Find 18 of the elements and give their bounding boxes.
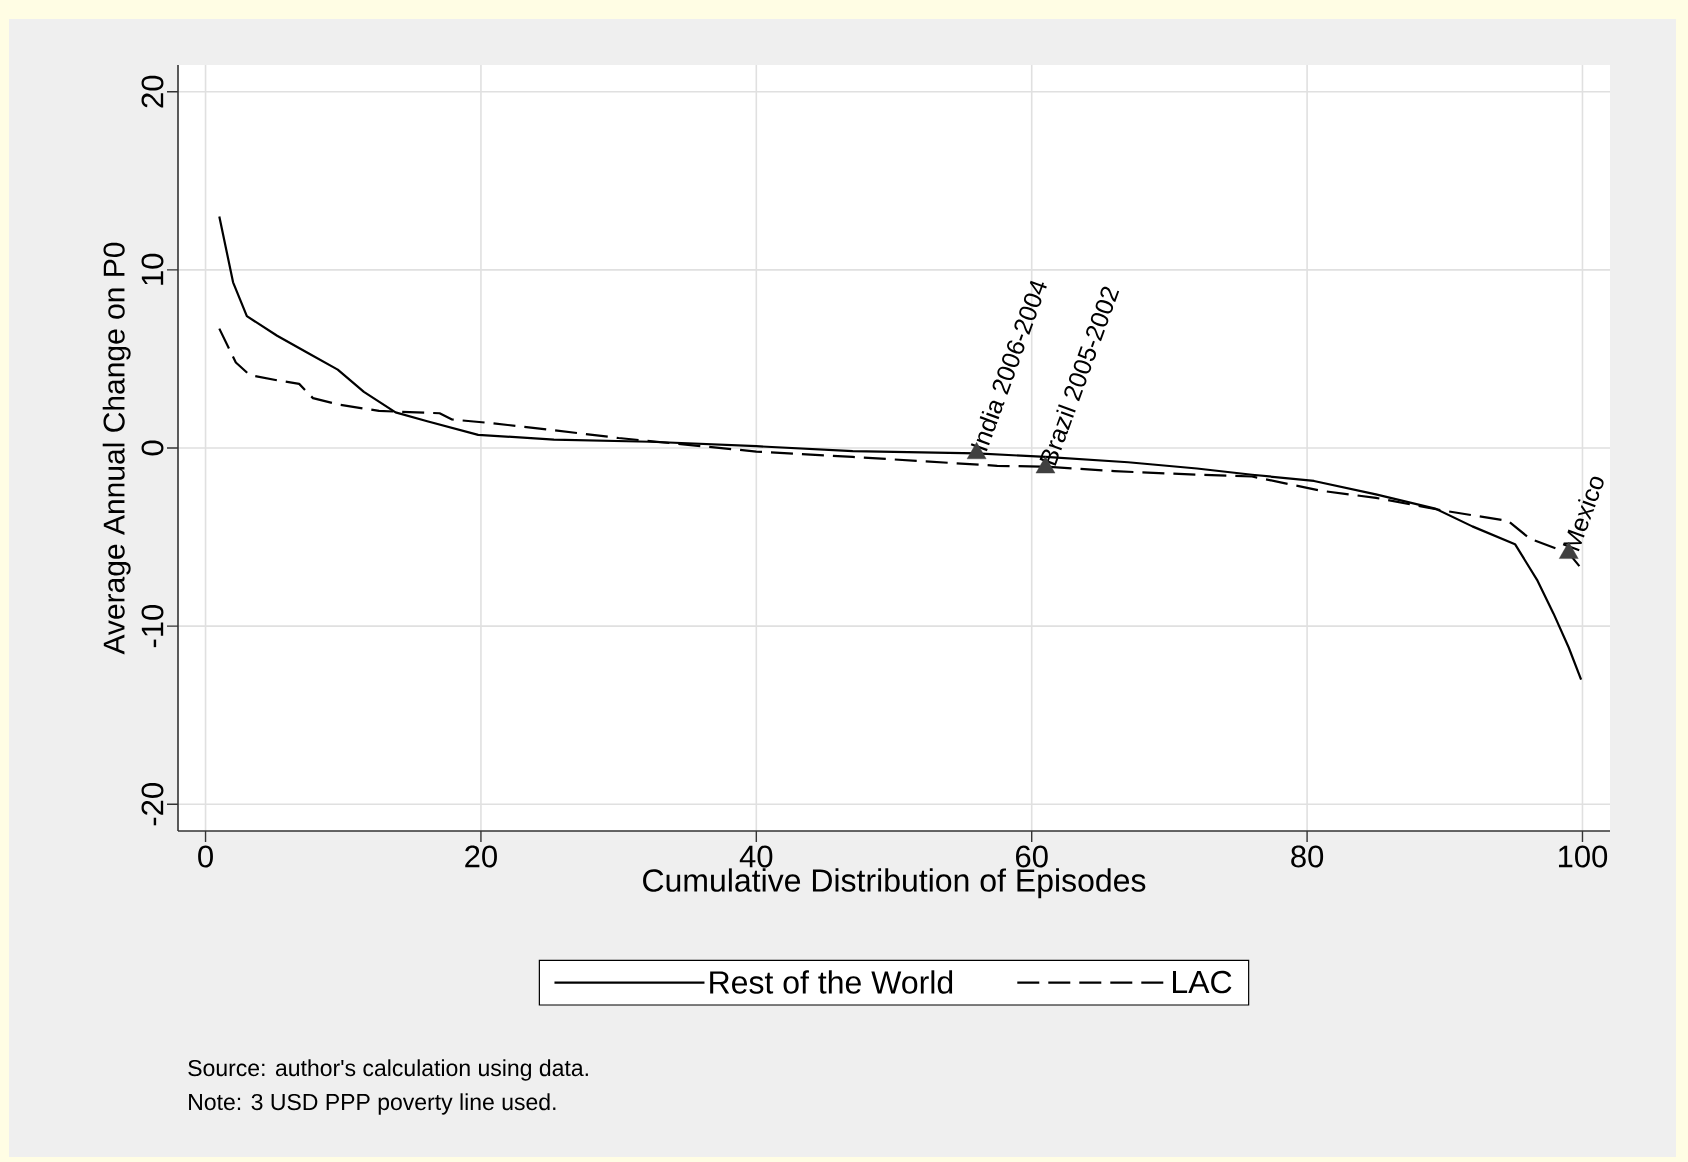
x-tick-label: 60 <box>1016 845 1048 868</box>
x-tick-label: 100 <box>1558 845 1608 868</box>
y-tick-label: 10 <box>141 253 164 285</box>
text: Note: 3 USD PPP poverty line used. <box>189 1093 556 1115</box>
annotation: Mexico <box>1562 476 1604 552</box>
y-tick-label: -10 <box>141 604 164 648</box>
legend-label: LAC <box>1173 970 1232 994</box>
source-note: Source: author's calculation using data. <box>188 1059 588 1081</box>
y-tick-label: 20 <box>141 75 164 108</box>
x-tick-label: 0 <box>198 845 213 868</box>
legend-label: Rest of the World <box>710 970 953 994</box>
y-tick-label: -20 <box>141 783 164 826</box>
x-tick-label: 20 <box>465 845 497 868</box>
x-tick-label: 80 <box>1291 845 1324 868</box>
x-tick-label: 40 <box>739 845 773 868</box>
y-axis-title: Average Annual Change on P0 <box>102 242 131 655</box>
y-tick-label: 0 <box>141 440 164 456</box>
x-axis-title: Cumulative Distribution of Episodes <box>643 868 1146 899</box>
